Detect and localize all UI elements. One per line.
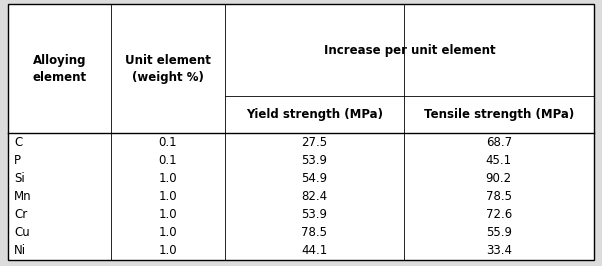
Text: 54.9: 54.9 xyxy=(301,172,327,185)
Text: Ni: Ni xyxy=(14,244,26,257)
Text: 78.5: 78.5 xyxy=(301,226,327,239)
Text: 44.1: 44.1 xyxy=(301,244,327,257)
Text: 0.1: 0.1 xyxy=(158,136,177,149)
Text: Unit element
(weight %): Unit element (weight %) xyxy=(125,54,211,84)
Text: 1.0: 1.0 xyxy=(158,190,177,203)
Text: 55.9: 55.9 xyxy=(486,226,512,239)
Text: 82.4: 82.4 xyxy=(301,190,327,203)
Text: 53.9: 53.9 xyxy=(301,154,327,167)
Text: 33.4: 33.4 xyxy=(486,244,512,257)
Text: Alloying
element: Alloying element xyxy=(33,54,86,84)
Text: 72.6: 72.6 xyxy=(486,208,512,221)
Text: Mn: Mn xyxy=(14,190,32,203)
Text: Increase per unit element: Increase per unit element xyxy=(324,44,495,57)
Text: C: C xyxy=(14,136,22,149)
Text: Cu: Cu xyxy=(14,226,29,239)
Text: 90.2: 90.2 xyxy=(486,172,512,185)
Text: P: P xyxy=(14,154,21,167)
Text: 0.1: 0.1 xyxy=(158,154,177,167)
Text: 1.0: 1.0 xyxy=(158,208,177,221)
Text: 1.0: 1.0 xyxy=(158,172,177,185)
Text: 1.0: 1.0 xyxy=(158,244,177,257)
Text: 78.5: 78.5 xyxy=(486,190,512,203)
Text: 68.7: 68.7 xyxy=(486,136,512,149)
Text: 27.5: 27.5 xyxy=(301,136,327,149)
Text: Si: Si xyxy=(14,172,25,185)
Text: Tensile strength (MPa): Tensile strength (MPa) xyxy=(424,108,574,121)
Text: 1.0: 1.0 xyxy=(158,226,177,239)
Text: Cr: Cr xyxy=(14,208,27,221)
Text: 53.9: 53.9 xyxy=(301,208,327,221)
Text: 45.1: 45.1 xyxy=(486,154,512,167)
Text: Yield strength (MPa): Yield strength (MPa) xyxy=(246,108,383,121)
